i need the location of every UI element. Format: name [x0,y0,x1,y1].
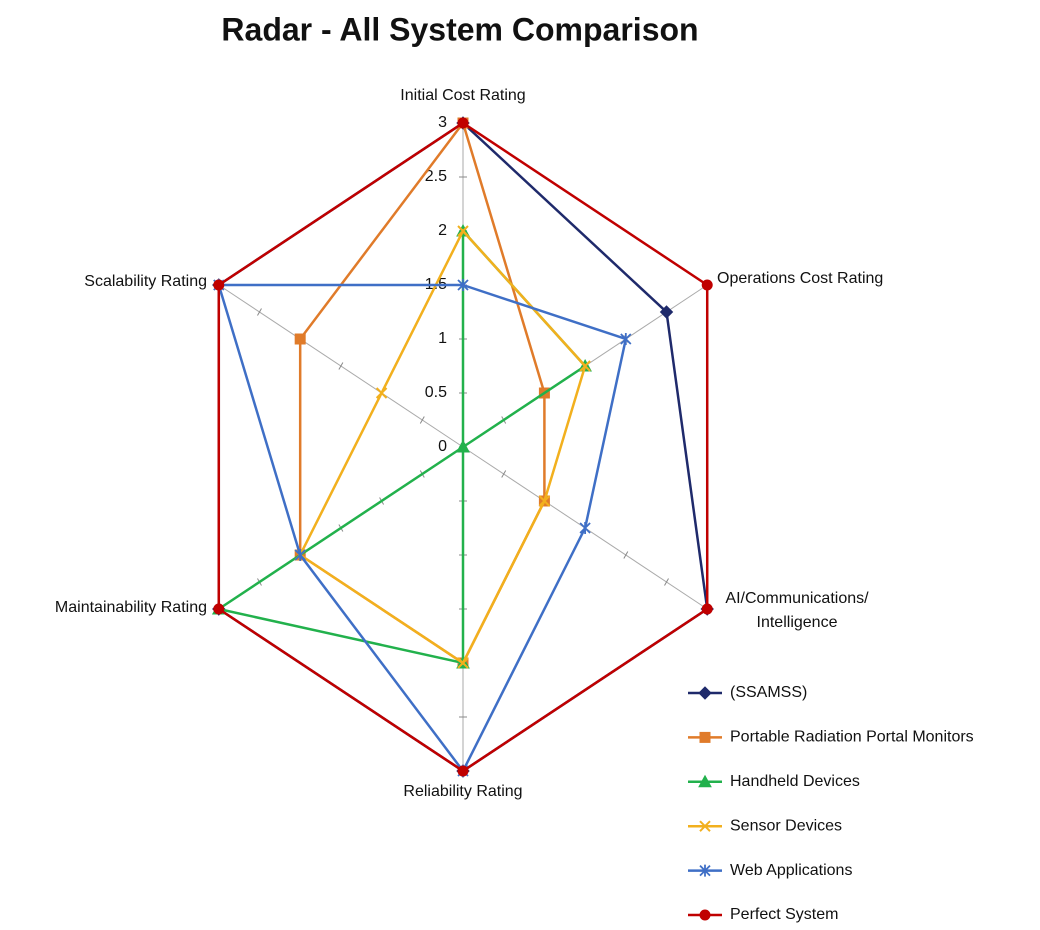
marker [213,279,225,291]
legend-label: Perfect System [730,906,838,923]
axis-label: AI/Communications/ Intelligence [725,590,869,631]
marker [456,439,470,453]
tick-mark [623,551,629,559]
legend-marker [698,686,712,700]
axis-label: Reliability Rating [403,783,523,800]
r-tick-label: 0.5 [425,384,447,401]
series-line [298,120,546,665]
axis-label: Maintainability Rating [54,599,207,616]
r-tick-label: 3 [438,114,447,131]
marker [457,657,469,669]
marker [579,522,591,534]
legend-label: Sensor Devices [730,817,842,834]
series-line [217,283,628,774]
marker [457,765,469,777]
legend-marker [699,820,711,832]
r-tick-label: 2 [438,222,447,239]
marker [457,225,469,237]
marker [659,305,674,319]
r-tick-label: 0 [438,438,447,455]
tick-mark [419,416,425,424]
series-line [215,227,588,665]
legend-label: Web Applications [730,862,852,879]
marker [213,603,225,615]
r-tick-label: 2.5 [425,168,447,185]
legend-marker [698,774,712,788]
legend-label: Handheld Devices [730,773,860,790]
marker [701,279,713,291]
marker [294,333,306,345]
marker [620,333,632,345]
tick-mark [257,308,262,316]
marker [538,495,551,507]
axis-label: Operations Cost Rating [717,270,884,287]
tick-mark [501,470,507,478]
axis-label: Scalability Rating [84,273,207,290]
marker [457,117,469,129]
legend-marker [699,864,711,877]
legend-marker [699,731,711,743]
chart-title: Radar - All System Comparison [221,11,698,47]
legend-label: Portable Radiation Portal Monitors [730,729,974,746]
r-tick-label: 1 [438,330,447,347]
marker [701,603,713,615]
axis-label: Initial Cost Rating [400,87,526,104]
marker [375,387,388,399]
marker [294,549,306,561]
marker [457,279,469,291]
tick-mark [664,578,669,586]
tick-mark [338,362,344,370]
legend-label: (SSAMSS) [730,684,807,701]
marker [579,360,591,372]
legend-marker [699,909,711,921]
